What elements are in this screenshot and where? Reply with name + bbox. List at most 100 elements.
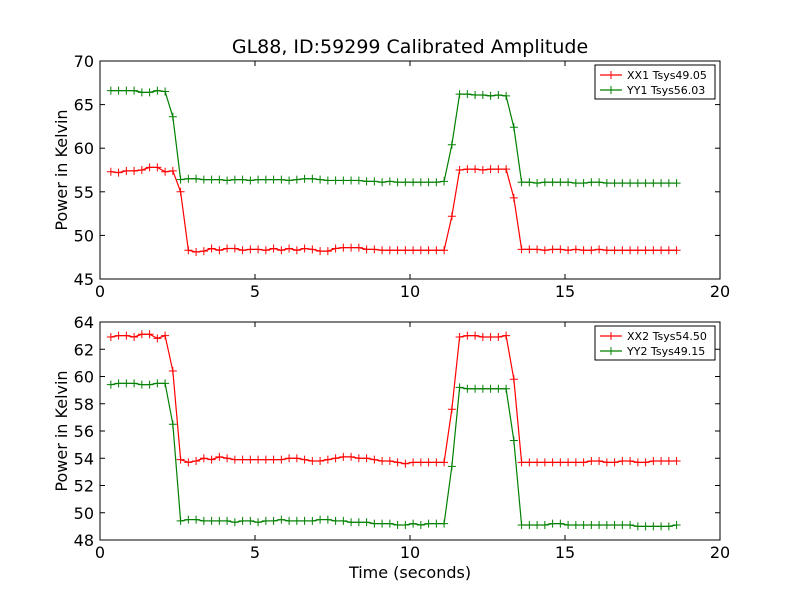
chart-1-series-0-point [409, 458, 418, 467]
chart-0-series-1-point [339, 176, 348, 185]
chart-1-series-0-point [664, 456, 673, 465]
chart-0-series-0-point [432, 246, 441, 255]
chart-0-series-1-point [254, 175, 263, 184]
chart-0-series-0-point [517, 245, 526, 254]
chart-0-series-0-point [316, 247, 325, 256]
chart-0-series-0-point [339, 243, 348, 252]
chart-1-series-1-point [137, 380, 146, 389]
chart-0-series-1-point [587, 178, 596, 187]
chart-1-xtick-label: 10 [400, 543, 420, 562]
chart-1-series-0-point [114, 331, 123, 340]
chart-0-series-1-point [633, 179, 642, 188]
chart-0-series-0-point [223, 244, 232, 253]
chart-1-series-1 [106, 379, 681, 531]
chart-1-series-1-point [649, 522, 658, 531]
chart-1-series-1-point [571, 521, 580, 530]
chart-0-series-0-point [161, 167, 170, 176]
chart-0-series-0-point [308, 245, 317, 254]
chart-0-series-0-point [587, 246, 596, 255]
chart-0-series-0-point [378, 246, 387, 255]
chart-1-series-0-point [192, 456, 201, 465]
chart-0-series-1-point [153, 86, 162, 95]
chart-1-series-1-point [230, 518, 239, 527]
chart-1-series-0-point [370, 455, 379, 464]
chart-1-series-1-point [292, 516, 301, 525]
chart-0-series-0-point [533, 245, 542, 254]
chart-0-series-1-point [626, 179, 635, 188]
chart-1-series-0-point [254, 455, 263, 464]
chart-1-legend-box [594, 325, 716, 361]
chart-0-ytick-label: 60 [74, 139, 94, 158]
chart-1-series-0-point [145, 330, 154, 339]
chart-1-series-0-point [509, 375, 518, 384]
chart-0-series-0-point [440, 246, 449, 255]
chart-0-series-0-point [114, 168, 123, 177]
chart-0-series-0-point [130, 166, 139, 175]
chart-1-series-0-point [184, 458, 193, 467]
chart-1-series-0-point [610, 458, 619, 467]
chart-1-series-0-point [587, 456, 596, 465]
chart-0-series-0-point [579, 246, 588, 255]
chart-1-series-0-point [525, 458, 534, 467]
chart-1-series-0-point [207, 455, 216, 464]
chart-0-series-0-point [641, 246, 650, 255]
chart-0-series-1-point [502, 91, 511, 100]
chart-0-xtick-label: 15 [555, 282, 575, 301]
chart-1-series-1-point [494, 384, 503, 393]
chart-1-series-0-point [347, 452, 356, 461]
chart-1-y-axis-label: Power in Kelvin [52, 370, 71, 491]
chart-0-series-1-point [223, 176, 232, 185]
chart-0-series-1-point [525, 178, 534, 187]
chart-0-series-0-point [254, 245, 263, 254]
chart-0-series-1-point [347, 176, 356, 185]
chart-1-series-1-point [478, 384, 487, 393]
chart-0-xtick-label: 5 [250, 282, 260, 301]
chart-0-series-0-point [277, 246, 286, 255]
chart-0-series-1-point [184, 174, 193, 183]
chart-1-series-1-point [610, 521, 619, 530]
chart-1-series-1-point [106, 380, 115, 389]
chart-0-series-0-point [385, 246, 394, 255]
chart-0-series-1-point [463, 90, 472, 99]
figure-title: GL88, ID:59299 Calibrated Amplitude [232, 36, 588, 58]
chart-0-series-0-point [649, 246, 658, 255]
chart-1-series-0-point [633, 458, 642, 467]
chart-0-legend-marker-0 [607, 71, 615, 79]
chart-0-series-0-point [300, 244, 309, 253]
chart-1-series-0-point [285, 454, 294, 463]
chart-1-ytick-label: 56 [74, 422, 94, 441]
chart-1-series-1-point [641, 522, 650, 531]
chart-0-series-0-point [362, 245, 371, 254]
chart-1-series-0-point [223, 454, 232, 463]
chart-0-series-1-point [432, 178, 441, 187]
chart-1-series-1-point [122, 379, 131, 388]
chart-0-series-0-point [424, 246, 433, 255]
chart-0-series-0-point [509, 193, 518, 202]
chart-1-series-1-point [657, 522, 666, 531]
chart-1-series-0-point [447, 405, 456, 414]
chart-0-series-1-point [595, 178, 604, 187]
bottom-panel: 0 5 10 15 20 48 50 52 54 56 58 60 62 64 Power in Kelvi… [52, 313, 730, 582]
chart-1-series-1-point [533, 521, 542, 530]
chart-0-series-1-point [316, 175, 325, 184]
chart-0-series-0-point [471, 165, 480, 174]
chart-1-xtick-label: 20 [710, 543, 730, 562]
chart-1-series-1-point [517, 521, 526, 530]
chart-0-series-1-point [610, 179, 619, 188]
chart-1-series-1-point [285, 516, 294, 525]
chart-0-series-0-point [478, 166, 487, 174]
chart-0-series-1-point [401, 178, 410, 187]
chart-0-series-1-point [533, 179, 542, 188]
chart-1-series-1-point [463, 384, 472, 393]
chart-1-legend-label-1: YY2 Tsys49.15 [626, 345, 705, 358]
chart-1-series-0-point [502, 331, 511, 340]
chart-0-series-1-point [393, 178, 402, 187]
chart-0-series-1-point [579, 179, 588, 188]
chart-0-series-0-point [269, 244, 278, 253]
chart-1-legend: XX2 Tsys54.50 YY2 Tsys49.15 [594, 325, 716, 361]
chart-0-series-1-point [308, 174, 317, 183]
chart-0-series-1-point [292, 175, 301, 184]
chart-0-series-1-point [354, 176, 363, 185]
chart-1-series-1-point [579, 521, 588, 530]
chart-0-ytick-label: 65 [74, 96, 94, 115]
